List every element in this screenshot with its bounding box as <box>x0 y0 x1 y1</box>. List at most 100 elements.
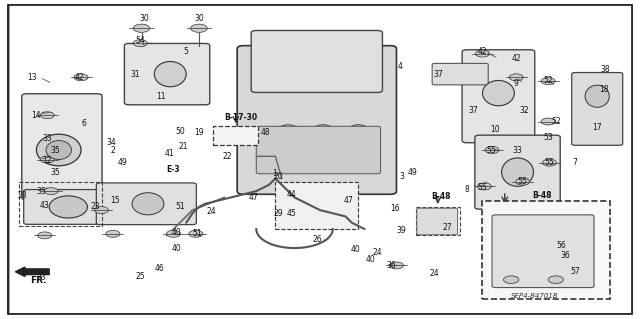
Text: 28: 28 <box>17 191 26 200</box>
Text: 47: 47 <box>344 196 353 205</box>
Circle shape <box>191 24 207 33</box>
Text: 18: 18 <box>599 85 608 94</box>
Circle shape <box>44 188 58 195</box>
Circle shape <box>40 156 54 163</box>
Text: 36: 36 <box>561 251 570 260</box>
Text: 9: 9 <box>514 79 518 88</box>
Ellipse shape <box>310 125 336 144</box>
Text: 42: 42 <box>477 48 487 56</box>
Text: 44: 44 <box>287 190 296 199</box>
Text: 53: 53 <box>543 133 553 142</box>
Text: 57: 57 <box>570 267 580 276</box>
FancyBboxPatch shape <box>24 189 113 224</box>
Text: 19: 19 <box>194 128 204 137</box>
FancyBboxPatch shape <box>483 201 610 299</box>
Text: SEP4-B4701B: SEP4-B4701B <box>511 293 559 299</box>
Text: 25: 25 <box>136 272 145 281</box>
Text: 20: 20 <box>274 172 284 182</box>
Text: 40: 40 <box>366 255 376 263</box>
Circle shape <box>509 74 524 81</box>
Text: 34: 34 <box>106 137 116 147</box>
Text: 24: 24 <box>372 248 382 257</box>
FancyBboxPatch shape <box>275 182 358 229</box>
Text: 45: 45 <box>287 209 297 218</box>
Text: 35: 35 <box>36 187 46 196</box>
Ellipse shape <box>346 125 371 144</box>
Text: 13: 13 <box>27 73 36 82</box>
Text: 54: 54 <box>136 36 145 45</box>
Circle shape <box>542 159 556 166</box>
Text: 10: 10 <box>490 125 500 134</box>
Circle shape <box>40 112 54 119</box>
Text: 23: 23 <box>91 203 100 211</box>
Text: 41: 41 <box>164 149 174 158</box>
Circle shape <box>541 78 555 85</box>
Text: 51: 51 <box>175 203 184 211</box>
Text: 14: 14 <box>31 111 41 120</box>
Text: 50: 50 <box>175 127 185 136</box>
Text: 31: 31 <box>131 70 140 78</box>
Circle shape <box>477 183 492 190</box>
FancyBboxPatch shape <box>213 126 257 145</box>
Text: 46: 46 <box>154 264 164 273</box>
Text: 17: 17 <box>593 123 602 132</box>
Circle shape <box>74 74 88 81</box>
Text: 33: 33 <box>513 145 522 154</box>
Text: 43: 43 <box>40 201 49 210</box>
FancyBboxPatch shape <box>492 215 594 287</box>
Text: 6: 6 <box>82 119 86 128</box>
Circle shape <box>548 276 563 284</box>
FancyBboxPatch shape <box>475 135 560 209</box>
Circle shape <box>485 146 499 153</box>
Circle shape <box>516 178 530 185</box>
FancyBboxPatch shape <box>97 183 196 225</box>
FancyBboxPatch shape <box>415 207 460 235</box>
Circle shape <box>95 207 108 214</box>
Text: 37: 37 <box>433 70 443 78</box>
Text: 7: 7 <box>572 158 577 167</box>
Text: 55: 55 <box>477 183 488 192</box>
Circle shape <box>38 232 52 239</box>
Text: 39: 39 <box>397 226 406 235</box>
Ellipse shape <box>154 62 186 87</box>
Text: 35: 35 <box>51 145 60 154</box>
Circle shape <box>166 230 180 237</box>
Text: 5: 5 <box>184 48 189 56</box>
FancyBboxPatch shape <box>237 46 396 194</box>
Text: 47: 47 <box>248 193 258 202</box>
Text: 4: 4 <box>397 62 402 71</box>
Ellipse shape <box>502 158 534 186</box>
FancyBboxPatch shape <box>124 43 210 105</box>
Text: 40: 40 <box>172 228 182 237</box>
FancyBboxPatch shape <box>256 126 381 174</box>
Text: 55: 55 <box>486 145 495 154</box>
Text: 36: 36 <box>387 261 396 270</box>
Ellipse shape <box>132 193 164 215</box>
FancyBboxPatch shape <box>417 208 458 235</box>
FancyBboxPatch shape <box>432 63 488 85</box>
Text: 29: 29 <box>274 209 284 218</box>
Text: 42: 42 <box>511 54 521 63</box>
Text: 3: 3 <box>399 172 404 182</box>
Text: B-48: B-48 <box>431 192 451 201</box>
Text: FR.: FR. <box>30 276 47 285</box>
Text: 51: 51 <box>193 229 202 238</box>
Circle shape <box>390 262 403 269</box>
Text: 40: 40 <box>172 243 182 253</box>
Text: 52: 52 <box>543 76 553 85</box>
FancyBboxPatch shape <box>462 50 535 143</box>
Text: 38: 38 <box>601 65 611 74</box>
Text: 22: 22 <box>223 152 232 161</box>
Text: 24: 24 <box>207 207 216 216</box>
Circle shape <box>189 230 203 237</box>
Text: 1: 1 <box>272 169 276 178</box>
FancyBboxPatch shape <box>22 94 102 200</box>
Circle shape <box>504 276 519 284</box>
Text: 23: 23 <box>36 273 45 282</box>
Text: B-17-30: B-17-30 <box>224 113 257 122</box>
Text: 15: 15 <box>110 196 120 205</box>
Text: E-3: E-3 <box>166 165 180 174</box>
Circle shape <box>133 40 147 47</box>
Text: 56: 56 <box>556 241 566 250</box>
Text: 37: 37 <box>468 106 478 115</box>
